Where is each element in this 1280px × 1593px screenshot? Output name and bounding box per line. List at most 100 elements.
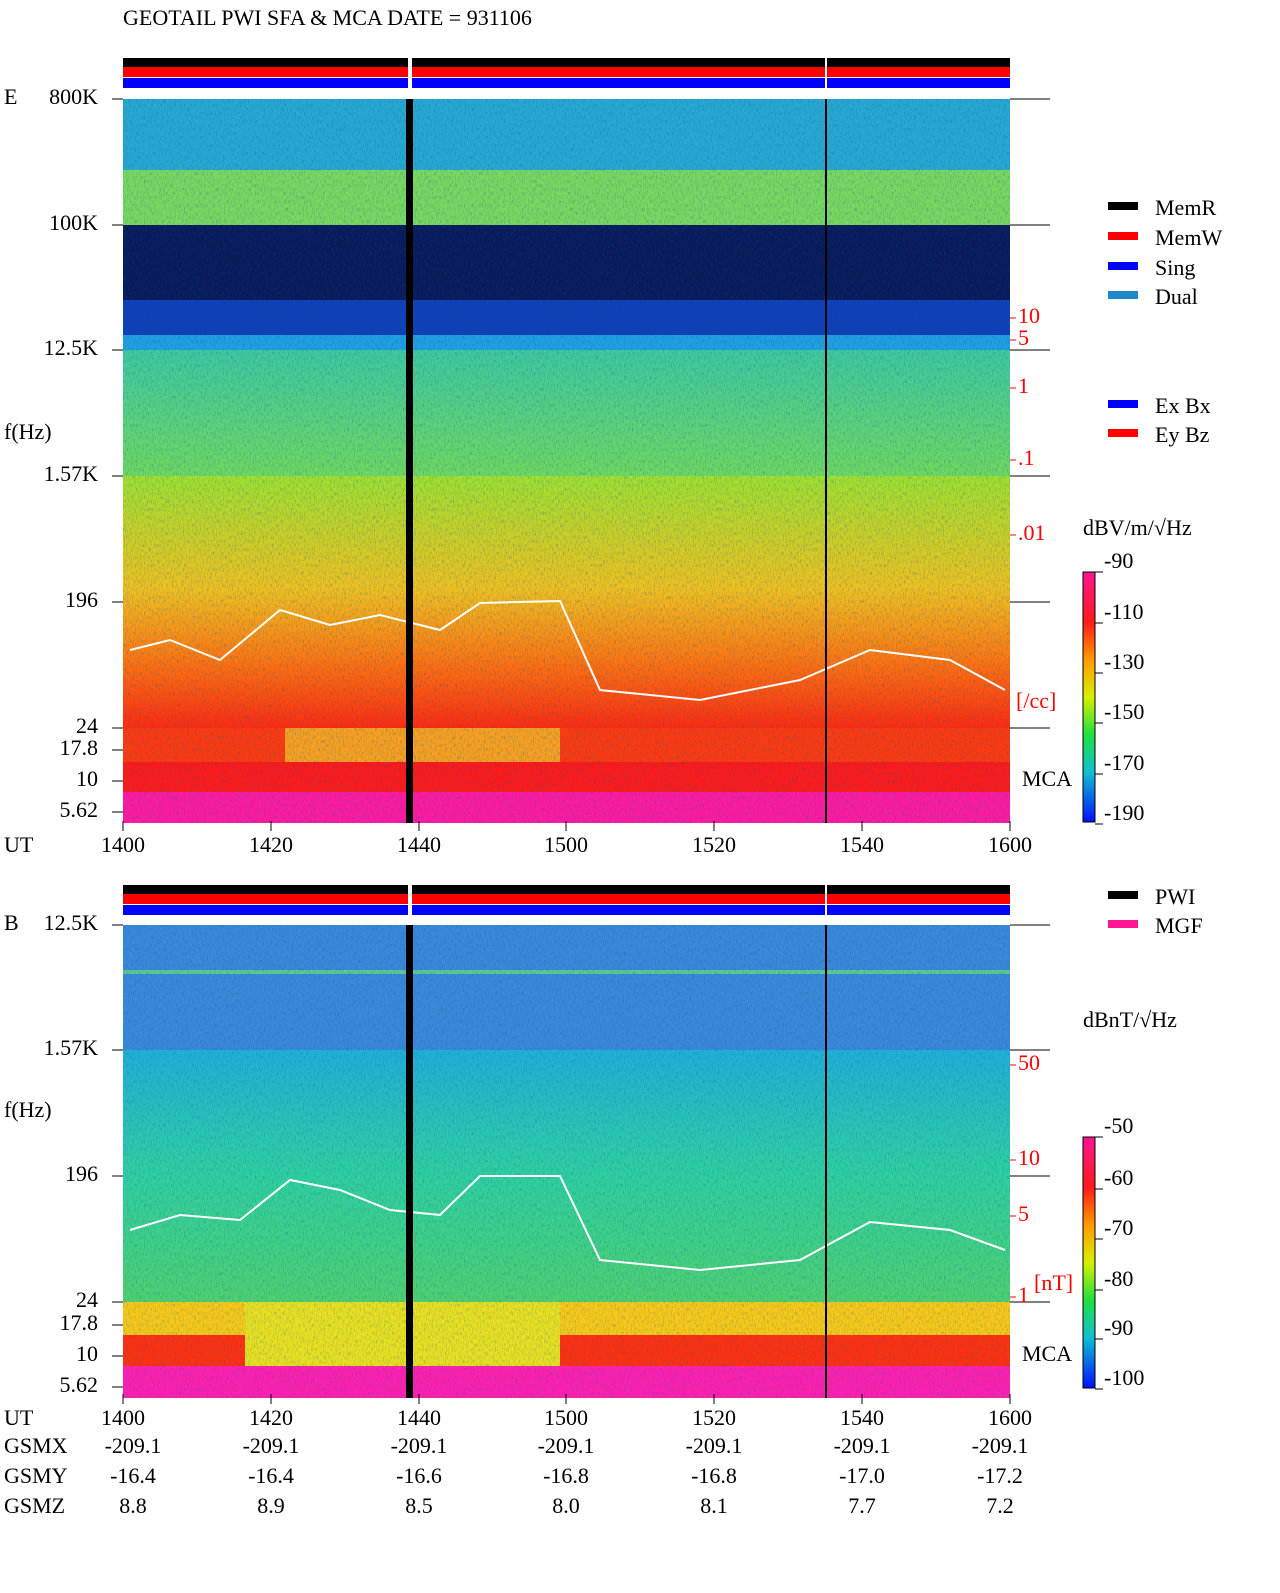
spectrogram-b [123, 925, 1010, 1398]
freq-tick-label: 1.57K [44, 1035, 99, 1060]
colorbar-tick-label: -80 [1104, 1266, 1133, 1291]
freq-tick-label: 24 [76, 713, 98, 738]
freq-tick-label: 12.5K [44, 335, 99, 360]
time-tick-label: 1600 [988, 1405, 1032, 1430]
title: GEOTAIL PWI SFA & MCA DATE = 931106 [123, 5, 532, 30]
time-tick-label: 1540 [840, 832, 884, 857]
density-tick-label: 1 [1018, 1282, 1029, 1307]
legend-swatch [1108, 232, 1138, 240]
legend-label: PWI [1155, 884, 1195, 909]
status-bars-b [123, 885, 1010, 915]
colorbar-tick-label: -100 [1104, 1365, 1144, 1390]
density-tick-label: 1 [1018, 373, 1029, 398]
colorbar-tick-label: -130 [1104, 649, 1144, 674]
legend-swatch [1108, 920, 1138, 928]
freq-tick-label: 10 [76, 1341, 98, 1366]
colorbar-tick-label: -110 [1104, 599, 1144, 624]
orbit-value: -17.0 [839, 1463, 885, 1488]
freq-tick-label: 17.8 [60, 735, 99, 760]
orbit-value: 7.7 [848, 1493, 876, 1518]
y-axis-label: f(Hz) [4, 419, 52, 444]
legend-swatch [1108, 262, 1138, 270]
colorbar-tick-label: -90 [1104, 548, 1133, 573]
orbit-value: 8.9 [257, 1493, 285, 1518]
orbit-value: -16.6 [396, 1463, 442, 1488]
legend-label: Dual [1155, 284, 1198, 309]
colorbar-tick-label: -190 [1104, 800, 1144, 825]
time-tick-label: 1600 [988, 832, 1032, 857]
freq-tick-label: 10 [76, 766, 98, 791]
legend-label: MGF [1155, 913, 1203, 938]
freq-tick-label: 1.57K [44, 461, 99, 486]
freq-tick-label: 12.5K [44, 910, 99, 935]
density-tick-label: 10 [1018, 1145, 1040, 1170]
orbit-value: -209.1 [391, 1433, 448, 1458]
mca-label: MCA [1022, 766, 1072, 791]
orbit-label: GSMY [4, 1463, 68, 1488]
orbit-value: 7.2 [986, 1493, 1014, 1518]
status-bars-e [123, 58, 1010, 88]
freq-tick-label: 24 [76, 1287, 98, 1312]
legend-label: MemR [1155, 195, 1216, 220]
colorbar-tick-label: -60 [1104, 1165, 1133, 1190]
orbit-value: 8.5 [405, 1493, 433, 1518]
colorbar-tick-label: -170 [1104, 750, 1144, 775]
colorbar-tick-label: -70 [1104, 1215, 1133, 1240]
orbit-value: -16.4 [248, 1463, 294, 1488]
legend-swatch [1108, 291, 1138, 299]
legend-label: Ex Bx [1155, 393, 1211, 418]
orbit-value: -209.1 [834, 1433, 891, 1458]
orbit-value: -209.1 [243, 1433, 300, 1458]
freq-tick-label: 800K [49, 84, 98, 109]
colorbar-unit: dBnT/√Hz [1083, 1007, 1177, 1032]
density-tick-label: .1 [1018, 445, 1035, 470]
density-tick-label: 5 [1018, 325, 1029, 350]
colorbar-tick-label: -90 [1104, 1315, 1133, 1340]
y-axis-label: f(Hz) [4, 1097, 52, 1122]
mca-label: MCA [1022, 1341, 1072, 1366]
orbit-value: -209.1 [972, 1433, 1029, 1458]
legend-swatch [1108, 400, 1138, 408]
orbit-value: -209.1 [105, 1433, 162, 1458]
legend-swatch [1108, 429, 1138, 437]
spectrogram-e [123, 99, 1010, 823]
freq-tick-label: 196 [65, 587, 98, 612]
time-tick-label: 1500 [544, 1405, 588, 1430]
colorbar-tick-label: -50 [1104, 1113, 1133, 1138]
orbit-value: -17.2 [977, 1463, 1023, 1488]
colorbar-e [1082, 571, 1096, 823]
time-tick-label: 1420 [249, 1405, 293, 1430]
time-tick-label: 1440 [397, 1405, 441, 1430]
orbit-label: GSMX [4, 1433, 68, 1458]
colorbar-b [1082, 1136, 1096, 1389]
time-tick-label: 1500 [544, 832, 588, 857]
panel-label: E [4, 84, 17, 109]
orbit-value: 8.1 [700, 1493, 728, 1518]
legend-swatch [1108, 891, 1138, 899]
orbit-value: 8.0 [552, 1493, 580, 1518]
orbit-label: GSMZ [4, 1493, 65, 1518]
freq-tick-label: 196 [65, 1161, 98, 1186]
time-tick-label: 1420 [249, 832, 293, 857]
colorbar-tick-label: -150 [1104, 699, 1144, 724]
density-unit: [/cc] [1016, 688, 1056, 713]
density-tick-label: .01 [1018, 520, 1046, 545]
panel-label: B [4, 910, 19, 935]
density-tick-label: 10 [1018, 303, 1040, 328]
orbit-value: -209.1 [538, 1433, 595, 1458]
colorbar-unit: dBV/m/√Hz [1083, 515, 1192, 540]
legend-label: Sing [1155, 255, 1195, 280]
time-axis-label: UT [4, 1405, 34, 1430]
freq-tick-label: 5.62 [60, 1372, 99, 1397]
orbit-value: 8.8 [119, 1493, 147, 1518]
orbit-value: -209.1 [686, 1433, 743, 1458]
density-tick-label: 5 [1018, 1201, 1029, 1226]
legend-label: MemW [1155, 225, 1222, 250]
orbit-value: -16.4 [110, 1463, 156, 1488]
time-tick-label: 1520 [692, 832, 736, 857]
density-unit: [nT] [1034, 1270, 1073, 1295]
time-tick-label: 1540 [840, 1405, 884, 1430]
time-tick-label: 1400 [101, 832, 145, 857]
